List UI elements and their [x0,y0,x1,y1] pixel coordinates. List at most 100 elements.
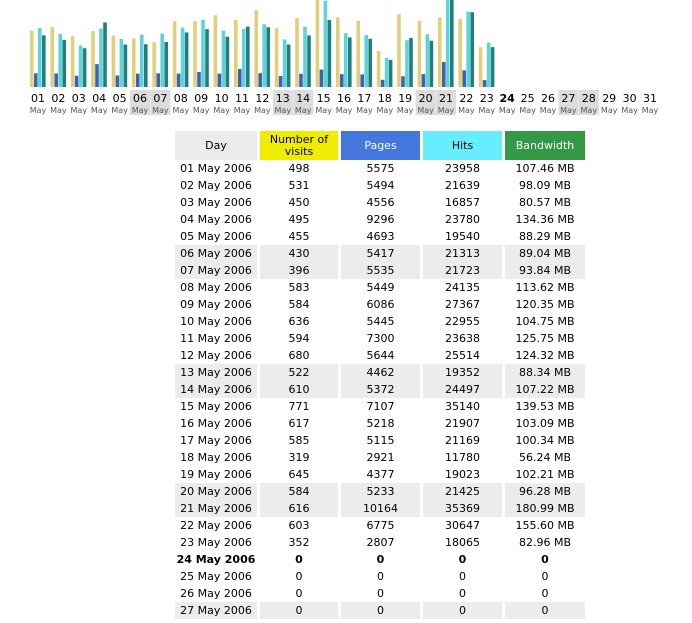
x-tick-sublabel: May [275,106,292,115]
x-tick-sublabel: May [315,106,332,115]
table-cell: 27 May 2006 [180,604,252,617]
table-cell: 18 May 2006 [180,451,252,464]
bar [62,39,66,87]
x-tick-label: 28 [582,92,596,105]
bar [258,73,262,87]
bar [221,30,226,88]
table-cell: 594 [288,332,310,345]
column-header: Number of visits [260,131,338,160]
bar [356,20,360,87]
bar [164,41,168,87]
table-cell: 103.09 MB [515,417,575,430]
table-row: 12 May 2006 680 5644 25514 124.32 MB [175,347,585,364]
table-cell: 93.84 MB [518,264,572,277]
table-cell: 124.32 MB [515,349,575,362]
bar [323,0,328,87]
x-tick-label: 21 [439,92,453,105]
bar [246,26,250,87]
table-cell: 7107 [366,400,395,413]
table-cell: 4377 [366,468,395,481]
table-cell: 0 [295,570,303,583]
x-tick-sublabel: May [601,106,618,115]
bar [368,38,372,87]
x-tick-sublabel: May [111,106,128,115]
bar [450,0,454,87]
table-cell: 24497 [445,383,480,396]
bar [417,21,422,88]
x-tick-label: 07 [153,92,167,105]
table-row: 16 May 2006 617 5218 21907 103.09 MB [175,415,585,432]
table-cell: 584 [288,485,310,498]
table-cell: 19352 [445,366,480,379]
bar [286,44,291,87]
bar [82,48,87,87]
table-row: 22 May 2006 603 6775 30647 155.60 MB [175,517,585,534]
bar [160,33,164,87]
table-cell: 13 May 2006 [180,366,252,379]
bar [388,59,393,87]
table-cell: 5644 [366,349,395,362]
x-tick-sublabel: May [50,106,67,115]
bar [234,19,238,87]
bar [123,44,128,87]
table-cell: 10164 [363,502,398,515]
table-cell: 6775 [366,519,395,532]
table-cell: 0 [295,587,303,600]
x-tick-label: 18 [378,92,392,105]
bar [295,18,299,88]
table-cell: 26 May 2006 [180,587,252,600]
table-cell: 450 [288,196,310,209]
table-cell: 455 [288,230,310,243]
table-cell: 5115 [366,434,395,447]
table-cell: 03 May 2006 [180,196,252,209]
x-tick-sublabel: May [479,106,496,115]
bar [184,32,189,87]
table-cell: 0 [459,604,466,617]
bar [303,26,307,87]
x-tick-label: 22 [459,92,473,105]
daily-table: Day Number of visits Pages Hits Bandwidth 01… [172,131,588,619]
bar [136,73,140,87]
table-cell: 12 May 2006 [180,349,252,362]
table-cell: 617 [288,417,310,430]
x-tick-label: 29 [602,92,616,105]
x-tick-label: 16 [337,92,351,105]
table-cell: 09 May 2006 [180,298,252,311]
table-cell: 616 [288,502,310,515]
x-tick-sublabel: May [519,106,536,115]
bar [274,28,279,88]
table-cell: 100.34 MB [515,434,575,447]
table-cell: 5535 [366,264,395,277]
bar [78,45,83,87]
x-tick-label: 09 [194,92,208,105]
column-header: Hits [423,131,502,160]
weekend-label-bg [558,90,579,115]
bar [307,35,311,87]
x-tick-sublabel: May [499,106,516,115]
x-tick-sublabel: May [254,106,271,115]
x-tick-sublabel: May [438,106,455,115]
table-cell: 2807 [366,536,395,549]
table-cell: 5372 [366,383,395,396]
x-tick-sublabel: May [642,106,659,115]
table-row: 20 May 2006 584 5233 21425 96.28 MB [175,483,585,500]
table-cell: 0 [541,553,549,566]
table-row: 09 May 2006 584 6086 27367 120.35 MB [175,296,585,313]
table-cell: 155.60 MB [515,519,575,532]
bar [176,73,181,87]
bar [360,74,364,87]
table-cell: 107.46 MB [515,162,575,175]
table-cell: 24 May 2006 [176,553,256,566]
table-row: 05 May 2006 455 4693 19540 88.29 MB [175,228,585,245]
bar [442,61,446,87]
table-cell: 396 [288,264,310,277]
bar [115,75,120,87]
table-cell: 5449 [366,281,395,294]
x-tick-label: 06 [133,92,147,105]
bar [429,40,434,87]
table-cell: 88.34 MB [518,366,572,379]
table-cell: 11780 [445,451,480,464]
table-cell: 21 May 2006 [180,502,252,515]
table-cell: 180.99 MB [515,502,575,515]
